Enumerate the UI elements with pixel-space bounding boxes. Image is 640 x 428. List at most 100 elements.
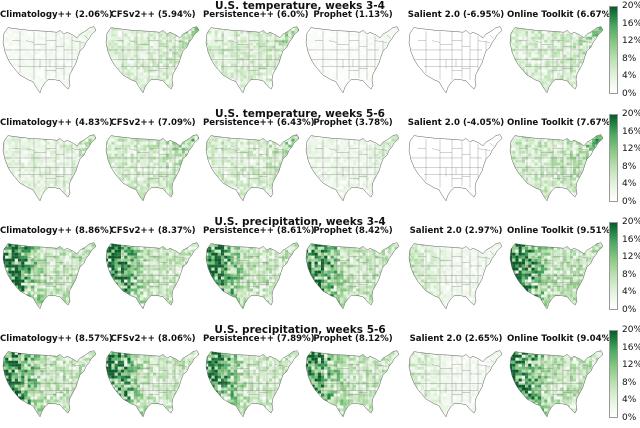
map-panel: Climatology++ (2.06%) xyxy=(0,10,100,104)
us-skill-map xyxy=(103,130,203,212)
us-skill-map xyxy=(507,238,607,320)
us-skill-map xyxy=(203,130,303,212)
panel-title: Salient 2.0 (2.97%) xyxy=(406,226,506,236)
panel-title: Prophet (3.78%) xyxy=(303,118,403,128)
panel-title: CFSv2++ (8.37%) xyxy=(103,226,203,236)
us-outline xyxy=(409,27,502,93)
map-panel: Salient 2.0 (2.97%) xyxy=(406,226,506,320)
map-panel: Salient 2.0 (-4.05%) xyxy=(406,118,506,212)
colorbar-tick-label: 12% xyxy=(622,145,640,154)
panel-title: Prophet (8.12%) xyxy=(303,334,403,344)
colorbar-tick-label: 4% xyxy=(622,396,636,405)
us-skill-map xyxy=(303,346,403,428)
colorbar: 20%16%12%8%4%0% xyxy=(609,330,640,428)
us-skill-map xyxy=(303,22,403,104)
colorbar-gradient xyxy=(609,330,618,418)
colorbar: 20%16%12%8%4%0% xyxy=(609,222,640,320)
colorbar-tick-label: 8% xyxy=(622,379,636,388)
map-panel: Salient 2.0 (-6.95%) xyxy=(406,10,506,104)
colorbar-gradient xyxy=(609,6,618,94)
panel-title: CFSv2++ (7.09%) xyxy=(103,118,203,128)
colorbar-tick-label: 12% xyxy=(622,37,640,46)
colorbar-tick-label: 16% xyxy=(622,344,640,353)
panel-title: Persistence++ (6.43%) xyxy=(203,118,303,128)
colorbar-gradient xyxy=(609,114,618,202)
map-panel: CFSv2++ (5.94%) xyxy=(103,10,203,104)
us-skill-map xyxy=(406,22,506,104)
us-skill-map xyxy=(303,130,403,212)
state-borders xyxy=(410,31,494,79)
us-skill-map xyxy=(0,346,100,428)
colorbar-tick-label: 12% xyxy=(622,253,640,262)
us-skill-map xyxy=(203,238,303,320)
us-skill-map xyxy=(507,22,607,104)
colorbar-tick-label: 12% xyxy=(622,361,640,370)
panel-title: CFSv2++ (8.06%) xyxy=(103,334,203,344)
state-borders xyxy=(410,139,494,187)
map-panel: Online Toolkit (9.04%) xyxy=(507,334,607,428)
colorbar-tick-label: 0% xyxy=(622,90,636,99)
us-skill-map xyxy=(406,346,506,428)
colorbar-tick-label: 0% xyxy=(622,306,636,315)
panel-title: Prophet (1.13%) xyxy=(303,10,403,20)
panel-title: Salient 2.0 (-6.95%) xyxy=(406,10,506,20)
us-skill-map xyxy=(103,238,203,320)
us-skill-map xyxy=(0,238,100,320)
map-panel: Online Toolkit (6.67%) xyxy=(507,10,607,104)
us-skill-map xyxy=(203,22,303,104)
us-skill-map xyxy=(303,238,403,320)
colorbar-tick-label: 16% xyxy=(622,20,640,29)
us-skill-map xyxy=(203,346,303,428)
map-panel: Climatology++ (8.86%) xyxy=(0,226,100,320)
colorbar-tick-label: 20% xyxy=(622,326,640,335)
panel-title: Online Toolkit (9.51%) xyxy=(507,226,607,236)
us-skill-map xyxy=(103,22,203,104)
us-skill-map xyxy=(406,130,506,212)
panel-title: Persistence++ (6.0%) xyxy=(203,10,303,20)
colorbar-tick-label: 16% xyxy=(622,128,640,137)
panel-title: CFSv2++ (5.94%) xyxy=(103,10,203,20)
map-panel: Persistence++ (6.0%) xyxy=(203,10,303,104)
colorbar-tick-label: 20% xyxy=(622,2,640,11)
panel-title: Climatology++ (4.83%) xyxy=(0,118,100,128)
panel-title: Online Toolkit (9.04%) xyxy=(507,334,607,344)
colorbar-tick-label: 4% xyxy=(622,180,636,189)
colorbar: 20%16%12%8%4%0% xyxy=(609,114,640,212)
panel-title: Persistence++ (8.61%) xyxy=(203,226,303,236)
map-panel: Prophet (8.12%) xyxy=(303,334,403,428)
map-panel: Salient 2.0 (2.65%) xyxy=(406,334,506,428)
us-skill-map xyxy=(507,130,607,212)
map-panel: CFSv2++ (7.09%) xyxy=(103,118,203,212)
colorbar-tick-label: 20% xyxy=(622,110,640,119)
us-outline xyxy=(409,135,502,201)
map-panel: Prophet (1.13%) xyxy=(303,10,403,104)
map-panel: Climatology++ (4.83%) xyxy=(0,118,100,212)
colorbar-tick-label: 8% xyxy=(622,55,636,64)
colorbar-tick-label: 4% xyxy=(622,72,636,81)
us-skill-map xyxy=(0,22,100,104)
map-panel: CFSv2++ (8.06%) xyxy=(103,334,203,428)
colorbar-tick-label: 16% xyxy=(622,236,640,245)
panel-title: Prophet (8.42%) xyxy=(303,226,403,236)
us-skill-map xyxy=(0,130,100,212)
map-panel: Online Toolkit (7.67%) xyxy=(507,118,607,212)
us-skill-map xyxy=(406,238,506,320)
colorbar-gradient xyxy=(609,222,618,310)
colorbar-tick-label: 8% xyxy=(622,163,636,172)
map-panel: Prophet (3.78%) xyxy=(303,118,403,212)
map-panel: Persistence++ (6.43%) xyxy=(203,118,303,212)
panel-title: Online Toolkit (6.67%) xyxy=(507,10,607,20)
panel-title: Climatology++ (8.57%) xyxy=(0,334,100,344)
us-skill-map xyxy=(507,346,607,428)
colorbar-tick-label: 4% xyxy=(622,288,636,297)
panel-title: Salient 2.0 (2.65%) xyxy=(406,334,506,344)
map-panel: Online Toolkit (9.51%) xyxy=(507,226,607,320)
colorbar-tick-label: 0% xyxy=(622,198,636,207)
map-panel: Persistence++ (7.89%) xyxy=(203,334,303,428)
colorbar-tick-label: 0% xyxy=(622,414,636,423)
map-panel: CFSv2++ (8.37%) xyxy=(103,226,203,320)
panel-title: Climatology++ (2.06%) xyxy=(0,10,100,20)
